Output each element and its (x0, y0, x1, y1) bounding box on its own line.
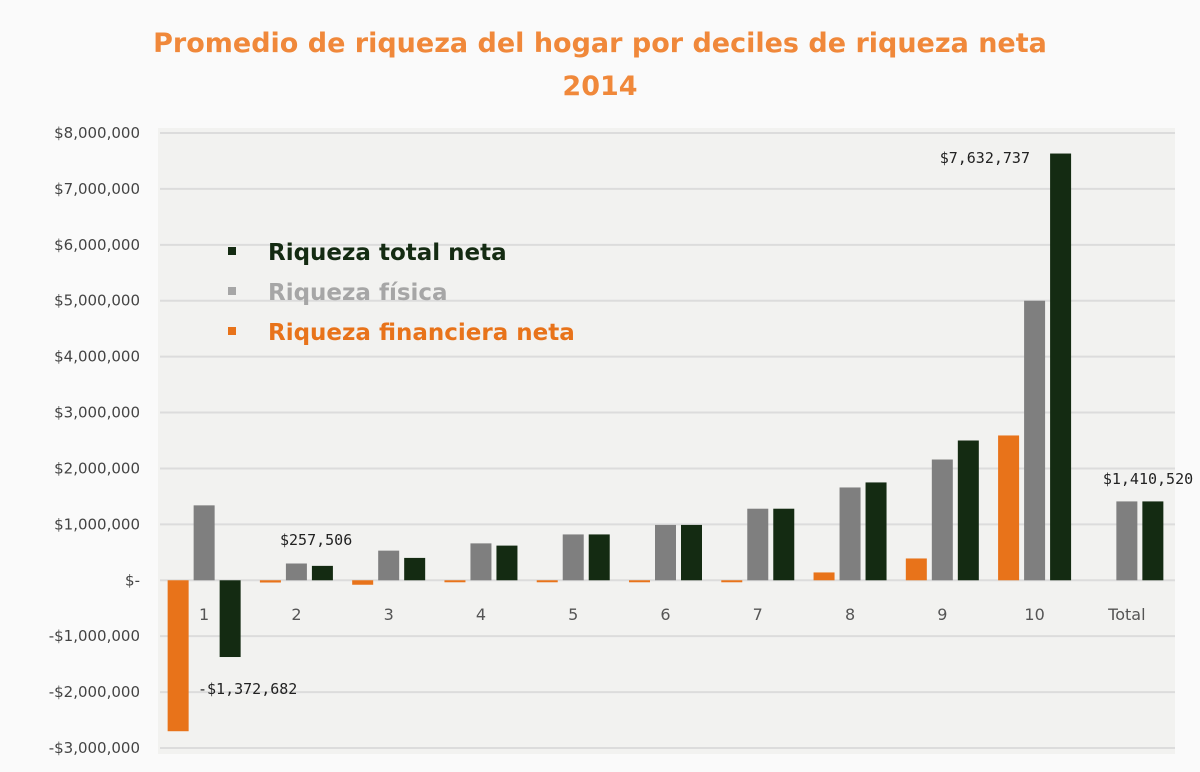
data-label: $1,410,520 (1103, 470, 1193, 488)
bar-riqueza-financiera-neta-3 (352, 580, 374, 585)
bar-riqueza-f-sica-1 (193, 505, 215, 581)
x-tick-label: 8 (845, 605, 855, 624)
bar-riqueza-f-sica-5 (562, 534, 584, 581)
x-tick-label: 2 (291, 605, 301, 624)
bar-riqueza-financiera-neta-1 (167, 580, 189, 732)
x-tick-label: 3 (384, 605, 394, 624)
bar-riqueza-financiera-neta-6 (629, 580, 650, 583)
bar-riqueza-financiera-neta-5 (536, 580, 558, 583)
data-label: $7,632,737 (940, 149, 1030, 167)
bar-riqueza-total-neta-6 (681, 524, 702, 581)
legend-label: Riqueza financiera neta (268, 320, 575, 346)
legend-label: Riqueza total neta (268, 240, 507, 266)
bar-riqueza-f-sica-10 (1024, 300, 1046, 581)
y-tick-label: $4,000,000 (54, 348, 140, 366)
y-tick-label: $8,000,000 (54, 124, 140, 142)
y-tick-label: $5,000,000 (54, 292, 140, 310)
bar-riqueza-f-sica-total (1116, 501, 1138, 581)
bar-riqueza-total-neta-2 (311, 565, 333, 581)
y-tick-label: -$3,000,000 (49, 739, 140, 757)
bar-riqueza-total-neta-8 (865, 482, 887, 581)
legend-label: Riqueza física (268, 280, 448, 306)
y-tick-label: -$2,000,000 (49, 683, 140, 701)
x-tick-label: Total (1107, 605, 1145, 624)
bar-riqueza-total-neta-5 (588, 534, 610, 581)
plot-area (158, 128, 1175, 754)
bar-riqueza-financiera-neta-4 (444, 580, 466, 583)
x-tick-label: 9 (937, 605, 947, 624)
bar-riqueza-f-sica-6 (655, 524, 676, 581)
x-tick-label: 10 (1024, 605, 1044, 624)
bar-riqueza-f-sica-4 (470, 543, 492, 581)
bar-riqueza-total-neta-10 (1050, 153, 1072, 581)
y-tick-label: $3,000,000 (54, 404, 140, 422)
data-label: -$1,372,682 (198, 680, 297, 698)
bar-riqueza-financiera-neta-8 (813, 572, 835, 581)
bar-riqueza-f-sica-7 (747, 508, 769, 581)
bar-riqueza-total-neta-9 (957, 440, 979, 581)
chart-title: Promedio de riqueza del hogar por decile… (153, 28, 1047, 59)
chart-subtitle: 2014 (562, 71, 637, 102)
y-tick-label: $2,000,000 (54, 459, 140, 477)
y-tick-label: $7,000,000 (54, 180, 140, 198)
legend-marker (228, 247, 236, 255)
bar-riqueza-financiera-neta-7 (721, 580, 743, 583)
y-tick-label: $- (125, 571, 140, 589)
bar-riqueza-financiera-neta-2 (259, 580, 281, 583)
bar-riqueza-f-sica-2 (285, 563, 307, 581)
bar-riqueza-total-neta-1 (219, 580, 241, 658)
y-tick-label: $6,000,000 (54, 236, 140, 254)
bar-riqueza-f-sica-9 (931, 459, 953, 581)
bar-riqueza-f-sica-8 (839, 487, 861, 581)
x-tick-label: 7 (753, 605, 763, 624)
data-label: $257,506 (280, 531, 352, 549)
bar-riqueza-total-neta-total (1142, 501, 1164, 581)
bar-riqueza-total-neta-7 (773, 508, 795, 581)
legend-marker (228, 287, 236, 295)
x-tick-label: 1 (199, 605, 209, 624)
bar-riqueza-financiera-neta-9 (905, 558, 927, 581)
bar-riqueza-f-sica-3 (378, 550, 400, 581)
y-tick-label: $1,000,000 (54, 515, 140, 533)
legend-marker (228, 327, 236, 335)
x-tick-label: 5 (568, 605, 578, 624)
bar-riqueza-financiera-neta-10 (998, 435, 1020, 581)
x-tick-label: 6 (660, 605, 670, 624)
x-tick-label: 4 (476, 605, 486, 624)
y-tick-label: -$1,000,000 (49, 627, 140, 645)
bar-riqueza-total-neta-3 (404, 557, 426, 581)
bar-riqueza-total-neta-4 (496, 545, 518, 581)
